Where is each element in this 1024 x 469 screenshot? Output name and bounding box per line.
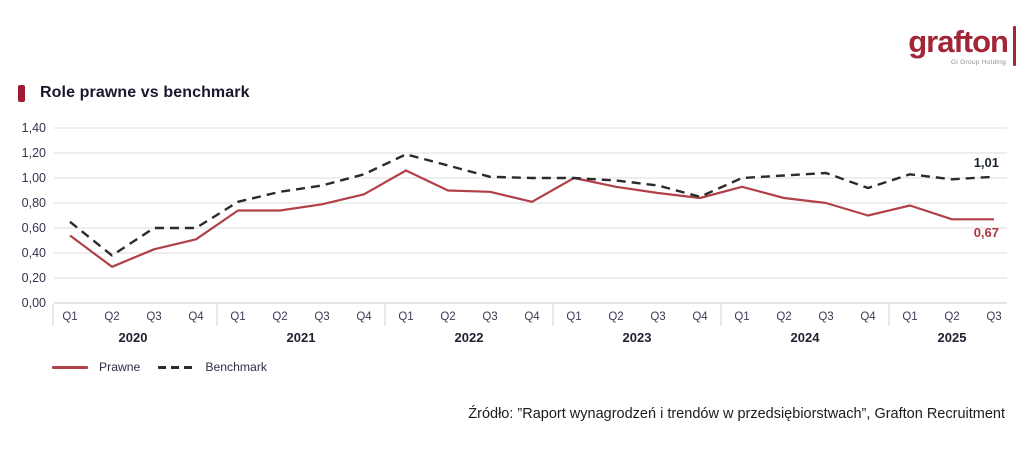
x-axis-quarter-label: Q1 [398,311,414,323]
logo-subbrand: Gi Group Holding [950,59,1006,66]
x-axis-quarter-label: Q4 [860,311,876,323]
x-axis-year-label: 2022 [454,330,484,345]
x-axis-quarter-label: Q1 [62,311,78,323]
title-accent-bar-icon [18,84,25,102]
y-axis-tick-label: 1,40 [21,121,46,135]
y-axis-tick-label: 0,60 [21,221,46,235]
chart-title: Role prawne vs benchmark [40,84,250,101]
chart-title-row: Role prawne vs benchmark [18,84,250,102]
series-line-benchmark [69,153,995,257]
end-value-label-benchmark: 1,01 [973,154,999,170]
x-axis-quarter-label: Q1 [734,311,750,323]
legend-item-prawne: Prawne [52,360,140,374]
y-axis-tick-label: 1,00 [21,171,46,185]
y-axis-tick-label: 0,40 [21,246,46,260]
solid-line-swatch-icon [52,365,88,369]
grafton-logo: grafton Gi Group Holding [908,26,1016,66]
logo-vertical-bar-icon [1013,26,1016,66]
end-value-label-prawne: 0,67 [973,225,999,241]
x-axis-quarter-label: Q2 [944,311,960,323]
dashed-line-swatch-icon [158,365,195,369]
x-axis-quarter-label: Q2 [104,311,120,323]
y-axis-tick-label: 0,00 [21,296,46,310]
x-axis-year-label: 2021 [286,330,316,345]
x-axis-quarter-label: Q3 [818,311,834,323]
source-citation: Źródło: ”Raport wynagrodzeń i trendów w … [468,406,1005,422]
y-axis-tick-label: 0,80 [21,196,46,210]
legend-item-benchmark: Benchmark [158,360,267,374]
x-axis-year-label: 2020 [118,330,148,345]
chart-legend: Prawne Benchmark [52,360,267,374]
x-axis-quarter-label: Q4 [692,311,708,323]
x-axis-quarter-label: Q3 [482,311,498,323]
x-axis-quarter-label: Q3 [650,311,666,323]
x-axis-quarter-label: Q2 [608,311,624,323]
x-axis-quarter-label: Q4 [356,311,372,323]
x-axis-quarter-label: Q2 [776,311,792,323]
x-axis-quarter-label: Q4 [524,311,540,323]
legend-label-prawne: Prawne [99,360,141,374]
y-axis-tick-label: 1,20 [21,146,46,160]
x-axis-quarter-label: Q1 [230,311,246,323]
x-axis-year-label: 2025 [937,330,967,345]
x-axis-year-label: 2023 [622,330,652,345]
legend-label-benchmark: Benchmark [205,360,267,374]
x-axis-year-label: 2024 [790,330,820,345]
x-axis-quarter-label: Q1 [902,311,918,323]
x-axis-quarter-label: Q1 [566,311,582,323]
x-axis-quarter-label: Q2 [440,311,456,323]
x-axis-quarter-label: Q3 [986,311,1002,323]
logo-wordmark: grafton [908,24,1009,59]
x-axis-quarter-label: Q4 [188,311,204,323]
y-axis-tick-label: 0,20 [21,271,46,285]
series-line-prawne [69,169,994,268]
x-axis-quarter-label: Q2 [272,311,288,323]
x-axis-quarter-label: Q3 [314,311,330,323]
x-axis-quarter-label: Q3 [146,311,162,323]
